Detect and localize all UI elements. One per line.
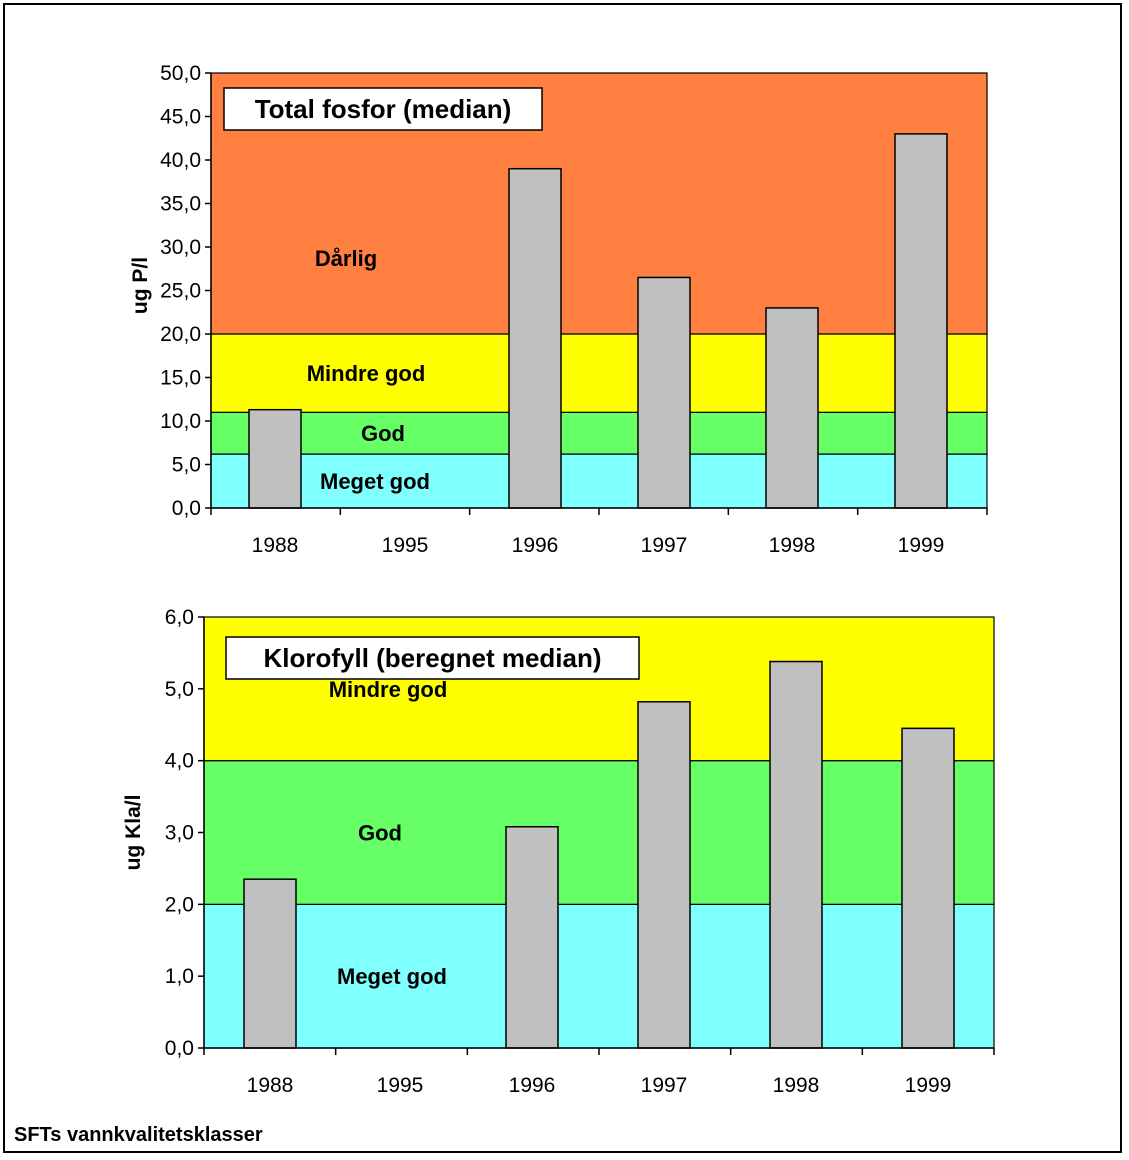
bar	[508, 167, 562, 509]
bar	[637, 276, 691, 509]
y-tick-label: 5,0	[165, 678, 194, 701]
y-tick-label: 30,0	[160, 236, 201, 259]
quality-band	[210, 411, 988, 455]
x-tick-label: 1995	[377, 1074, 424, 1097]
y-axis-label: ug Kla/l	[122, 795, 145, 871]
x-tick-label: 1997	[641, 1074, 688, 1097]
x-tick-label: 1988	[252, 534, 299, 557]
bar	[505, 826, 559, 1049]
bar	[243, 878, 297, 1049]
quality-band	[203, 760, 995, 905]
y-tick-label: 10,0	[160, 410, 201, 433]
bar	[248, 408, 302, 509]
band-label: Meget god	[337, 964, 447, 989]
y-tick-label: 6,0	[165, 606, 194, 629]
y-tick-label: 15,0	[160, 367, 201, 390]
x-tick-label: 1988	[247, 1074, 294, 1097]
bar	[637, 701, 691, 1049]
y-tick-label: 4,0	[165, 750, 194, 773]
y-tick-label: 3,0	[165, 822, 194, 845]
x-tick-label: 1999	[898, 534, 945, 557]
x-tick-label: 1998	[769, 534, 816, 557]
band-label: God	[361, 421, 405, 446]
band-label: Mindre god	[329, 677, 448, 702]
y-axis-label: ug P/l	[129, 257, 152, 314]
x-tick-label: 1998	[773, 1074, 820, 1097]
y-tick-label: 0,0	[165, 1037, 194, 1060]
y-tick-label: 20,0	[160, 323, 201, 346]
y-tick-label: 40,0	[160, 149, 201, 172]
footer-caption: SFTs vannkvalitetsklasser	[14, 1124, 263, 1146]
band-label: Meget god	[320, 469, 430, 494]
quality-band	[203, 903, 995, 1049]
x-tick-label: 1996	[509, 1074, 556, 1097]
chart-2: Meget god God Mindre god 0,0 1,0 2,0 3,0 4,0 5,0…	[122, 606, 995, 1097]
bar	[894, 133, 948, 509]
y-tick-label: 45,0	[160, 106, 201, 129]
y-tick-label: 2,0	[165, 893, 194, 916]
bar	[765, 307, 819, 509]
x-tick-label: 1999	[905, 1074, 952, 1097]
y-tick-label: 5,0	[172, 454, 201, 477]
chart-title: Total fosfor (median)	[255, 94, 512, 124]
x-tick-label: 1997	[641, 534, 688, 557]
chart-title: Klorofyll (beregnet median)	[263, 643, 601, 673]
x-tick-label: 1995	[382, 534, 429, 557]
title-box	[225, 636, 640, 680]
title-box	[223, 87, 543, 131]
band-label: God	[358, 821, 402, 846]
y-tick-label: 35,0	[160, 193, 201, 216]
quality-band	[210, 453, 988, 509]
y-tick-label: 50,0	[160, 62, 201, 85]
y-tick-label: 25,0	[160, 280, 201, 303]
x-tick-label: 1996	[512, 534, 559, 557]
y-tick-label: 0,0	[172, 497, 201, 520]
chart-1: Meget god God Mindre god Dårlig 0,0 5,0 10,0 15…	[129, 62, 988, 557]
bar	[901, 727, 955, 1049]
band-label: Mindre god	[307, 361, 426, 386]
bar	[769, 660, 823, 1049]
y-tick-label: 1,0	[165, 965, 194, 988]
band-label: Dårlig	[315, 246, 377, 271]
